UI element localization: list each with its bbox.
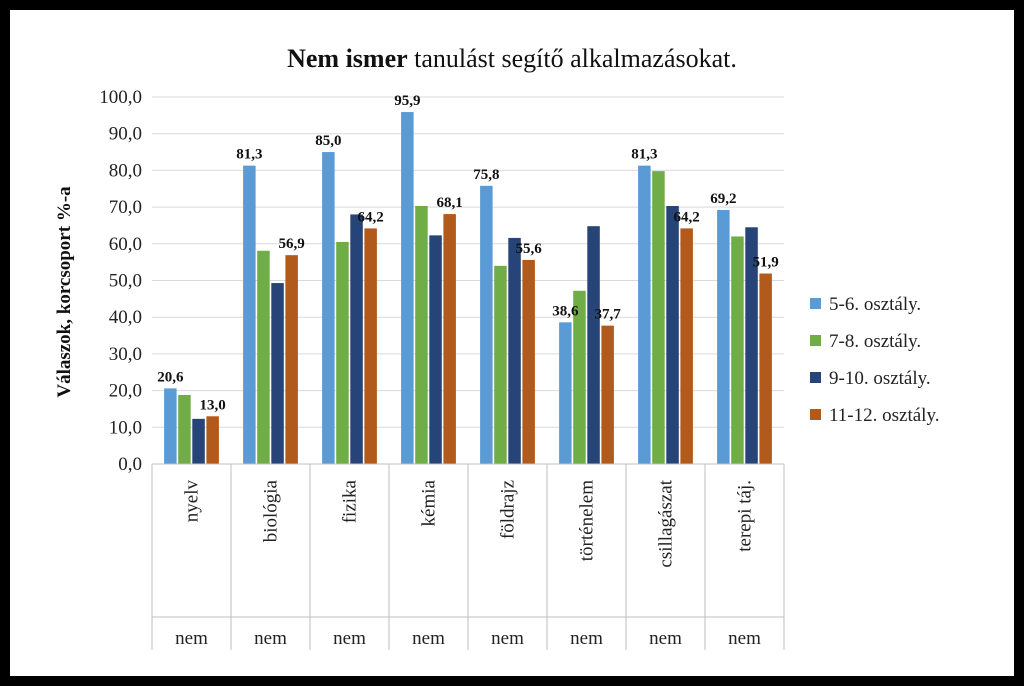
bar [508,237,521,464]
bar [601,325,614,464]
bars [164,112,772,465]
data-label: 13,0 [200,397,226,413]
data-label: 69,2 [710,191,736,207]
bar [271,283,284,464]
x-tick-label: terepi táj. [735,480,756,552]
data-label: 56,9 [279,236,305,252]
legend-label: 11-12. osztály. [829,405,939,426]
x-tick-label: kémia [419,479,440,526]
bar [364,228,377,464]
y-tick-label: 50,0 [109,271,142,292]
data-labels: 20,6 13,0 81,3 56,9 85,0 64,2 95,9 68,1 75,8 55,6… [157,93,779,413]
bar [443,214,456,464]
data-label: 75,8 [473,167,499,183]
group-label: nem [175,628,208,649]
bar [206,416,219,464]
legend: 5-6. osztály. 7-8. osztály. 9-10. osztály.… [810,294,939,426]
chart-title-bold: Nem ismer [287,44,408,73]
axes: 0,0 10,0 20,0 30,0 40,0 50,0 60,0 70,0 80,0 90,0 1… [99,87,785,650]
data-label: 81,3 [631,147,657,163]
x-tick-label: csillagászat [656,479,677,567]
data-label: 85,0 [315,133,341,149]
bar [573,290,586,464]
legend-swatch [810,409,821,420]
bar [178,395,191,464]
x-tick-label: történelem [577,480,598,561]
y-tick-label: 30,0 [109,344,142,365]
y-tick-label: 0,0 [118,454,142,475]
data-label: 51,9 [753,255,779,271]
y-tick-label: 70,0 [109,197,142,218]
x-tick-label: biológia [261,479,282,542]
y-tick-label: 60,0 [109,234,142,255]
bar [350,214,363,464]
x-tick-label: nyelv [182,480,203,523]
y-tick-label: 20,0 [109,381,142,402]
bar [164,388,177,464]
chart-title-rest: tanulást segítő alkalmazásokat. [408,44,737,73]
bar [336,241,349,464]
x-tick-label: földrajz [498,480,519,539]
group-label: nem [412,628,445,649]
chart: Nem ismer tanulást segítő alkalmazásokat… [54,44,939,650]
chart-frame: Nem ismer tanulást segítő alkalmazásokat… [10,10,1014,676]
bar [680,228,693,464]
group-label: nem [649,628,682,649]
data-label: 95,9 [394,93,420,109]
legend-swatch [810,298,821,309]
bar [717,210,730,464]
bar [322,152,335,465]
bar [587,226,600,464]
data-label: 68,1 [437,195,463,211]
data-label: 37,7 [595,307,622,323]
legend-label: 5-6. osztály. [829,294,921,315]
data-label: 55,6 [516,241,543,257]
y-tick-label: 40,0 [109,307,142,328]
y-tick-label: 10,0 [109,417,142,438]
group-label: nem [333,628,366,649]
x-tick-label: fizika [340,479,361,523]
bar [745,227,758,464]
group-label: nem [254,628,287,649]
bar [731,236,744,464]
data-label: 20,6 [157,369,184,385]
chart-title: Nem ismer tanulást segítő alkalmazásokat… [287,44,737,73]
group-label: nem [491,628,524,649]
y-tick-label: 80,0 [109,160,142,181]
data-label: 64,2 [358,209,384,225]
legend-label: 9-10. osztály. [829,368,931,389]
bar [285,255,298,464]
bar [494,265,507,464]
bar [257,250,270,464]
bar [243,165,256,464]
legend-swatch [810,335,821,346]
y-axis-label: Válaszok, korcsoport %-a [54,186,75,398]
data-label: 64,2 [674,209,700,225]
data-label: 38,6 [552,303,579,319]
legend-swatch [810,372,821,383]
y-tick-label: 90,0 [109,124,142,145]
group-label: nem [570,628,603,649]
bar [480,185,493,464]
bar [638,165,651,464]
data-label: 81,3 [236,147,262,163]
y-tick-label: 100,0 [99,87,142,108]
group-label: nem [728,628,761,649]
bar [415,205,428,464]
bar [429,235,442,464]
bar [192,418,205,464]
bar [559,322,572,464]
bar [401,112,414,464]
legend-label: 7-8. osztály. [829,331,921,352]
bar [522,259,535,464]
bar [666,205,679,464]
bar [759,273,772,464]
bar [652,171,665,464]
